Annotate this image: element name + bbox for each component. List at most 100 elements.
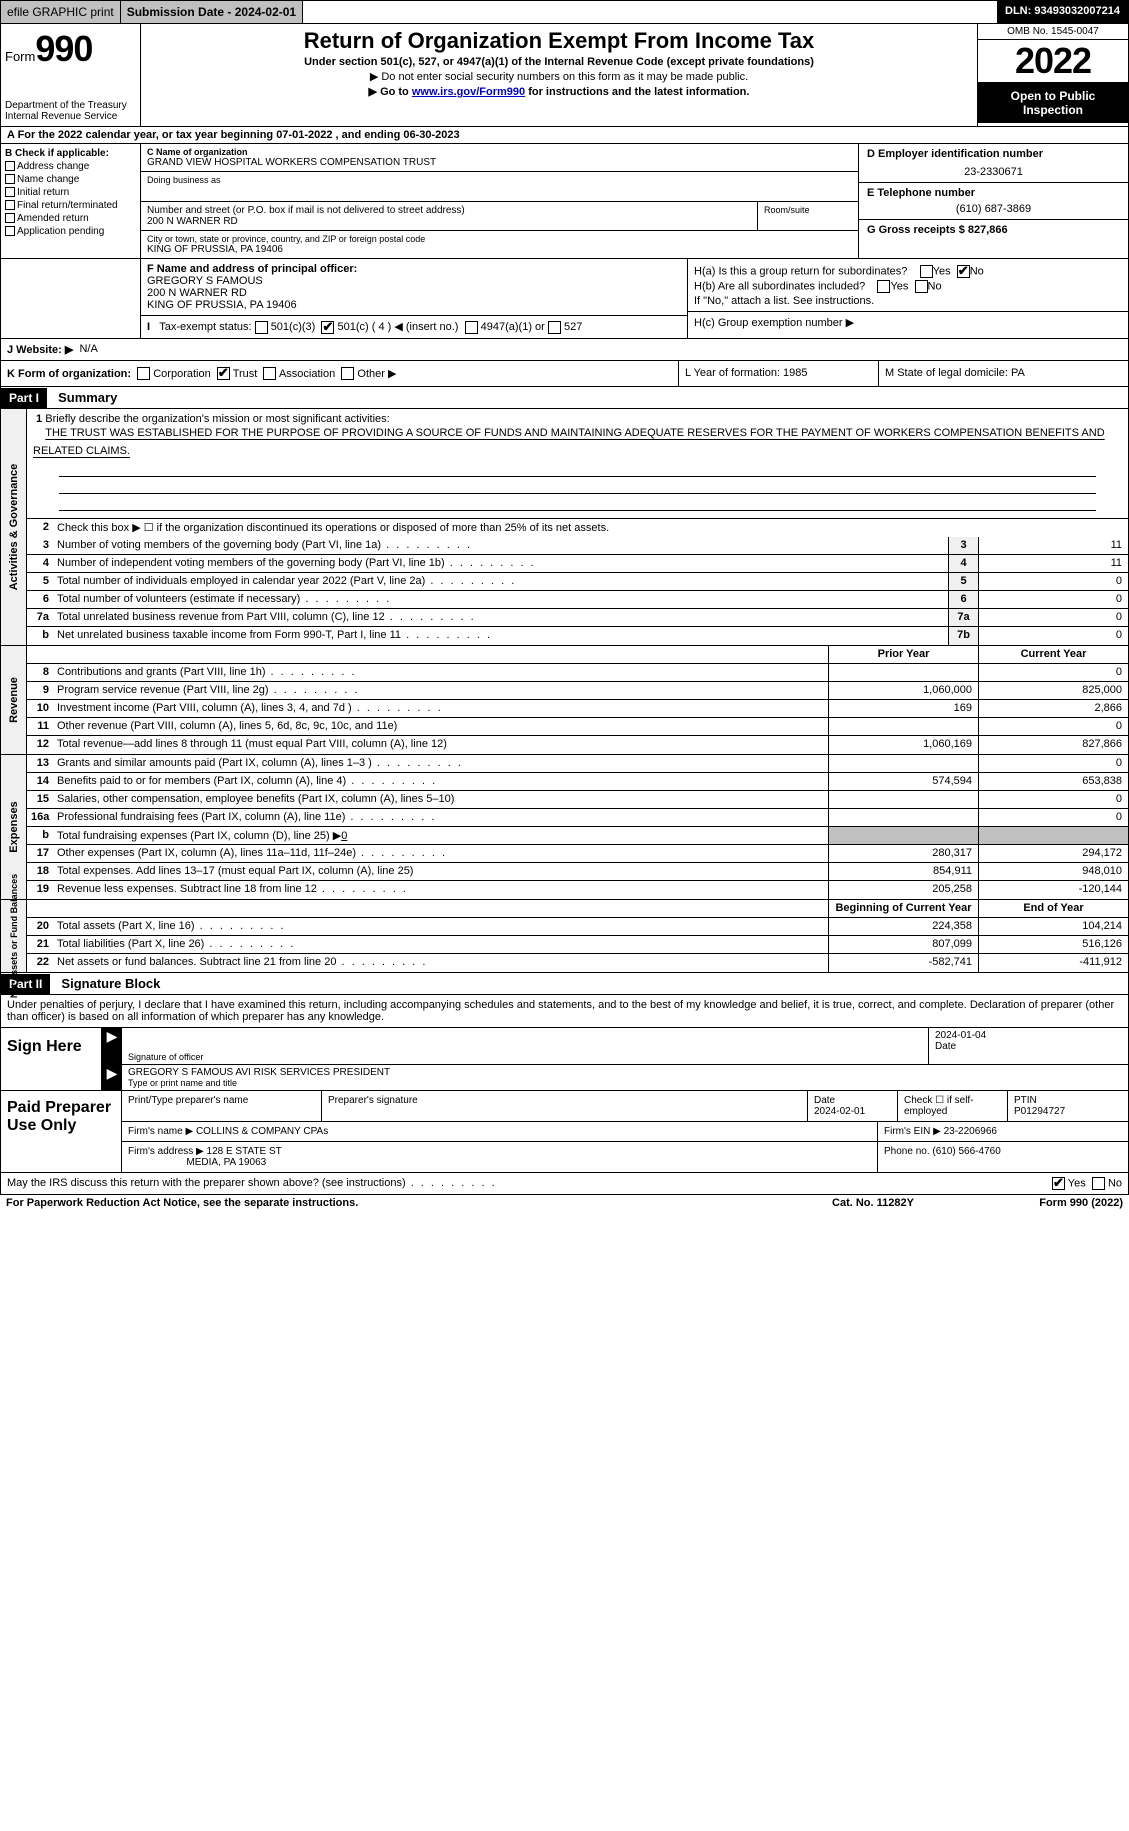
prior-year-hdr: Prior Year bbox=[828, 646, 978, 663]
opt-501c: 501(c) ( 4 ) ◀ (insert no.) bbox=[338, 321, 459, 333]
d-label: D Employer identification number bbox=[867, 148, 1120, 160]
p17: 280,317 bbox=[828, 845, 978, 862]
v5: 0 bbox=[978, 573, 1128, 590]
l19: Revenue less expenses. Subtract line 18 … bbox=[53, 881, 828, 899]
m-state: M State of legal domicile: PA bbox=[878, 361, 1128, 387]
chk-ha-yes[interactable] bbox=[920, 265, 933, 278]
summary-governance: Activities & Governance 1 Briefly descri… bbox=[0, 409, 1129, 646]
j-label: J Website: ▶ bbox=[7, 343, 73, 356]
ssn-note: ▶ Do not enter social security numbers o… bbox=[145, 70, 973, 83]
chk-final[interactable] bbox=[5, 200, 15, 210]
chk-hb-yes[interactable] bbox=[877, 280, 890, 293]
side-governance: Activities & Governance bbox=[1, 409, 27, 645]
p8 bbox=[828, 664, 978, 681]
form-number: 990 bbox=[35, 28, 92, 69]
discuss-no: No bbox=[1108, 1178, 1122, 1190]
chk-initial[interactable] bbox=[5, 187, 15, 197]
l8: Contributions and grants (Part VIII, lin… bbox=[53, 664, 828, 681]
prep-print-label: Print/Type preparer's name bbox=[122, 1091, 322, 1121]
v7b: 0 bbox=[978, 627, 1128, 645]
chk-4947[interactable] bbox=[465, 321, 478, 334]
paid-preparer-label: Paid Preparer Use Only bbox=[1, 1091, 121, 1172]
chk-501c3[interactable] bbox=[255, 321, 268, 334]
c21: 516,126 bbox=[978, 936, 1128, 953]
may-irs-row: May the IRS discuss this return with the… bbox=[0, 1173, 1129, 1195]
l2: Check this box ▶ ☐ if the organization d… bbox=[53, 519, 1128, 537]
p21: 807,099 bbox=[828, 936, 978, 953]
l-year: L Year of formation: 1985 bbox=[678, 361, 878, 387]
date-label: Date bbox=[935, 1041, 1122, 1052]
chk-527[interactable] bbox=[548, 321, 561, 334]
submission-date: Submission Date - 2024-02-01 bbox=[121, 1, 303, 23]
name-change-label: Name change bbox=[17, 174, 79, 185]
p11 bbox=[828, 718, 978, 735]
l14: Benefits paid to or for members (Part IX… bbox=[53, 773, 828, 790]
form-subtitle: Under section 501(c), 527, or 4947(a)(1)… bbox=[145, 56, 973, 68]
hb-no: No bbox=[928, 280, 942, 292]
room-label: Room/suite bbox=[758, 202, 858, 230]
l7b: Net unrelated business taxable income fr… bbox=[53, 627, 948, 645]
header-left: Form990 Department of the Treasury Inter… bbox=[1, 24, 141, 126]
part1-bar: Part I bbox=[1, 388, 47, 408]
l7a: Total unrelated business revenue from Pa… bbox=[53, 609, 948, 626]
hb-yes: Yes bbox=[890, 280, 908, 292]
efile-label: efile GRAPHIC print bbox=[1, 1, 121, 23]
l15: Salaries, other compensation, employee b… bbox=[53, 791, 828, 808]
row-j: J Website: ▶ N/A bbox=[0, 339, 1129, 361]
trust-label: Trust bbox=[233, 368, 258, 380]
chk-assoc[interactable] bbox=[263, 367, 276, 380]
section-c: C Name of organization GRAND VIEW HOSPIT… bbox=[141, 144, 858, 258]
ptin-label: PTIN bbox=[1014, 1095, 1037, 1106]
l6: Total number of volunteers (estimate if … bbox=[53, 591, 948, 608]
chk-501c[interactable] bbox=[321, 321, 334, 334]
app-pending-label: Application pending bbox=[17, 226, 104, 237]
l10: Investment income (Part VIII, column (A)… bbox=[53, 700, 828, 717]
firm-addr2: MEDIA, PA 19063 bbox=[186, 1157, 266, 1168]
l5: Total number of individuals employed in … bbox=[53, 573, 948, 590]
ha-no: No bbox=[970, 265, 984, 277]
b-label: B Check if applicable: bbox=[5, 148, 136, 159]
chk-trust[interactable] bbox=[217, 367, 230, 380]
l17: Other expenses (Part IX, column (A), lin… bbox=[53, 845, 828, 862]
chk-addr-change[interactable] bbox=[5, 161, 15, 171]
declaration: Under penalties of perjury, I declare th… bbox=[0, 995, 1129, 1028]
row-a: A For the 2022 calendar year, or tax yea… bbox=[0, 127, 1129, 144]
firm-name: COLLINS & COMPANY CPAs bbox=[196, 1126, 328, 1137]
chk-name-change[interactable] bbox=[5, 174, 15, 184]
row-k-l-m: K Form of organization: Corporation Trus… bbox=[0, 361, 1129, 388]
chk-discuss-yes[interactable] bbox=[1052, 1177, 1065, 1190]
assoc-label: Association bbox=[279, 368, 335, 380]
opt-501c3: 501(c)(3) bbox=[271, 321, 316, 333]
chk-other[interactable] bbox=[341, 367, 354, 380]
e-label: E Telephone number bbox=[867, 187, 1120, 199]
addr-change-label: Address change bbox=[17, 161, 89, 172]
irs-link[interactable]: www.irs.gov/Form990 bbox=[412, 86, 525, 98]
officer-name: GREGORY S FAMOUS bbox=[147, 275, 681, 287]
c17: 294,172 bbox=[978, 845, 1128, 862]
officer-name-title: GREGORY S FAMOUS AVI RISK SERVICES PRESI… bbox=[128, 1067, 1122, 1078]
chk-corp[interactable] bbox=[137, 367, 150, 380]
irs-label: Internal Revenue Service bbox=[5, 111, 136, 122]
chk-ha-no[interactable] bbox=[957, 265, 970, 278]
header-mid: Return of Organization Exempt From Incom… bbox=[141, 24, 978, 126]
c9: 825,000 bbox=[978, 682, 1128, 699]
side-exp-text: Expenses bbox=[8, 802, 20, 853]
top-bar: efile GRAPHIC print Submission Date - 20… bbox=[0, 0, 1129, 24]
side-netassets: Net Assets or Fund Balances bbox=[1, 900, 27, 972]
section-b: B Check if applicable: Address change Na… bbox=[1, 144, 141, 258]
chk-discuss-no[interactable] bbox=[1092, 1177, 1105, 1190]
c22: -411,912 bbox=[978, 954, 1128, 972]
type-name-label: Type or print name and title bbox=[128, 1078, 1122, 1088]
p15 bbox=[828, 791, 978, 808]
c11: 0 bbox=[978, 718, 1128, 735]
hc-label: H(c) Group exemption number ▶ bbox=[688, 311, 1128, 329]
v4: 11 bbox=[978, 555, 1128, 572]
opt-4947: 4947(a)(1) or bbox=[481, 321, 545, 333]
chk-app-pending[interactable] bbox=[5, 226, 15, 236]
firm-addr1: 128 E STATE ST bbox=[207, 1146, 282, 1157]
sign-here-label: Sign Here bbox=[1, 1028, 101, 1090]
dept-treasury: Department of the Treasury bbox=[5, 100, 136, 111]
chk-hb-no[interactable] bbox=[915, 280, 928, 293]
city: KING OF PRUSSIA, PA 19406 bbox=[147, 244, 852, 255]
chk-amended[interactable] bbox=[5, 213, 15, 223]
